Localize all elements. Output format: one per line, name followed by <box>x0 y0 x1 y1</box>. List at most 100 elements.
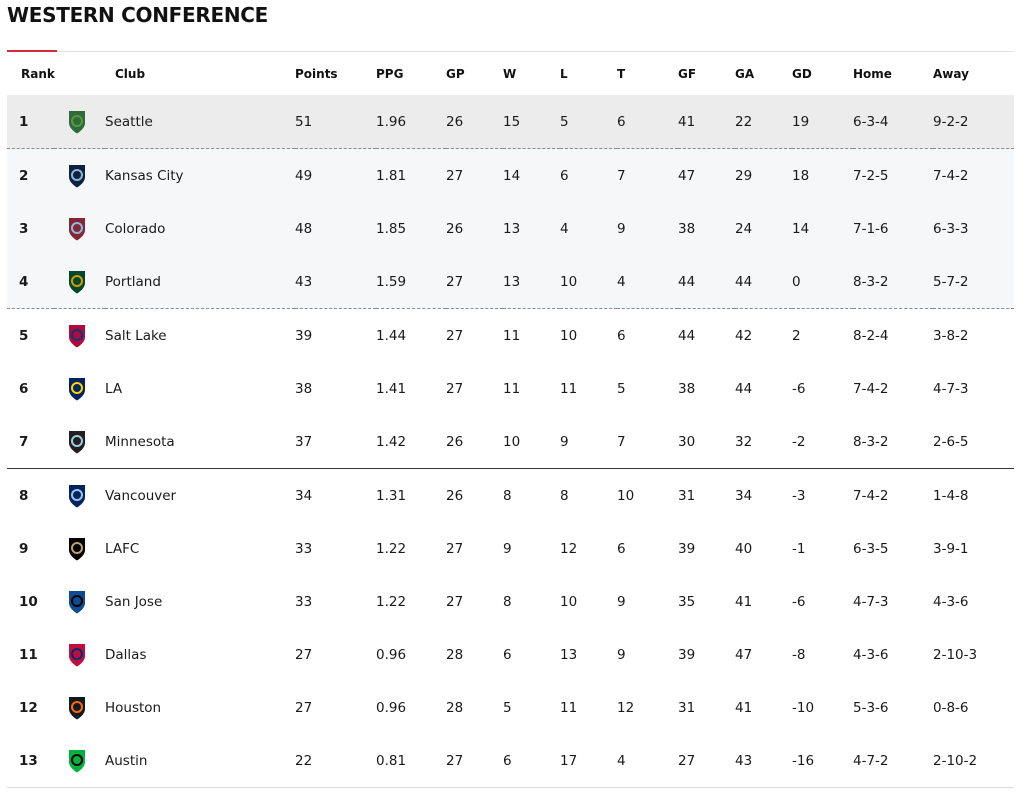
cell-w: 8 <box>503 487 512 504</box>
cell-gp: 26 <box>446 415 503 469</box>
club-name-link[interactable]: Minnesota <box>105 415 295 469</box>
col-header-gd[interactable]: GD <box>792 66 812 81</box>
cell-away: 6-3-3 <box>933 202 1014 255</box>
table-row[interactable]: 2 Kansas City 49 1.81 27 14 6 7 47 29 18 7-2-5 7-4-2 <box>7 148 1014 202</box>
club-name-link[interactable]: Houston <box>105 699 162 716</box>
cell-ga: 40 <box>735 540 753 557</box>
cell-t: 4 <box>617 734 678 788</box>
page-title: WESTERN CONFERENCE <box>7 3 269 27</box>
col-header-w[interactable]: W <box>503 66 517 81</box>
cell-l: 13 <box>560 646 578 663</box>
cell-gf: 41 <box>678 95 735 149</box>
club-name-link[interactable]: LAFC <box>105 540 140 557</box>
cell-rank: 13 <box>7 734 54 788</box>
cell-rank: 8 <box>19 487 29 504</box>
cell-gd: -10 <box>792 699 815 716</box>
cell-w: 6 <box>503 734 560 788</box>
club-name-link[interactable]: Portland <box>105 255 295 309</box>
table-row[interactable]: 6 LA 38 1.41 27 11 11 5 38 44 -6 7-4-2 4-7-3 <box>7 362 1014 415</box>
cell-gd: 18 <box>792 148 853 202</box>
standings-body: 1 Seattle 51 1.96 26 15 5 6 41 22 19 6-3-4 9-2-2 2 Kan… <box>7 95 1014 788</box>
col-header-club[interactable]: Club <box>115 66 146 81</box>
col-header-gp[interactable]: GP <box>446 66 465 81</box>
cell-rank: 7 <box>7 415 54 469</box>
cell-ga: 42 <box>735 327 753 344</box>
cell-l: 11 <box>560 380 578 397</box>
cell-w: 5 <box>503 699 512 716</box>
club-name-link[interactable]: Colorado <box>105 202 295 255</box>
col-header-gf[interactable]: GF <box>678 66 697 81</box>
table-row[interactable]: 4 Portland 43 1.59 27 13 10 4 44 44 0 8-3-2 5-7-2 <box>7 255 1014 309</box>
cell-ga: 22 <box>735 95 792 149</box>
club-name-link[interactable]: San Jose <box>105 593 163 610</box>
cell-ppg: 0.81 <box>376 734 446 788</box>
table-row[interactable]: 10 San Jose 33 1.22 27 8 10 9 35 41 -6 4-7-3 4-3-6 <box>7 575 1014 628</box>
cell-gf: 27 <box>678 734 735 788</box>
portland-timbers-logo-icon <box>69 270 85 293</box>
cell-logo <box>54 469 105 523</box>
cell-home: 8-2-4 <box>853 327 889 344</box>
sporting-kc-logo-icon <box>69 164 85 187</box>
club-name-link[interactable]: Kansas City <box>105 148 295 202</box>
cell-logo <box>54 415 105 469</box>
cell-points: 38 <box>295 380 313 397</box>
col-header-ppg[interactable]: PPG <box>376 66 404 81</box>
cell-gd: -8 <box>792 646 806 663</box>
cell-away: 3-9-1 <box>933 540 969 557</box>
club-name-link[interactable]: Vancouver <box>105 487 177 504</box>
table-row[interactable]: 8 Vancouver 34 1.31 26 8 8 10 31 34 -3 7-4-2 1-4-8 <box>7 469 1014 523</box>
cell-home: 7-2-5 <box>853 148 933 202</box>
cell-w: 10 <box>503 415 560 469</box>
cell-rank: 4 <box>7 255 54 309</box>
cell-w: 9 <box>503 540 512 557</box>
cell-gf: 31 <box>678 487 696 504</box>
header-row: Rank Club Points PPG GP W L T GF GA GD H… <box>7 52 1014 95</box>
table-row[interactable]: 12 Houston 27 0.96 28 5 11 12 31 41 -10 5-3-6 0-8-6 <box>7 681 1014 734</box>
cell-logo <box>54 734 105 788</box>
col-header-t[interactable]: T <box>617 66 626 81</box>
cell-ppg: 1.44 <box>376 327 407 344</box>
col-header-away[interactable]: Away <box>933 66 969 81</box>
cell-w: 6 <box>503 646 512 663</box>
cell-t: 9 <box>617 593 626 610</box>
cell-logo <box>54 95 105 149</box>
cell-ppg: 1.22 <box>376 540 407 557</box>
cell-t: 4 <box>617 255 678 309</box>
club-name-link[interactable]: LA <box>105 380 123 397</box>
club-name-link[interactable]: Seattle <box>105 95 295 149</box>
table-row[interactable]: 5 Salt Lake 39 1.44 27 11 10 6 44 42 2 8-2-4 3-8-2 <box>7 309 1014 363</box>
table-row[interactable]: 3 Colorado 48 1.85 26 13 4 9 38 24 14 7-1-6 6-3-3 <box>7 202 1014 255</box>
cell-ga: 44 <box>735 255 792 309</box>
table-row[interactable]: 13 Austin 22 0.81 27 6 17 4 27 43 -16 4-7-2 2-10-2 <box>7 734 1014 788</box>
table-row[interactable]: 1 Seattle 51 1.96 26 15 5 6 41 22 19 6-3-4 9-2-2 <box>7 95 1014 149</box>
cell-points: 39 <box>295 327 313 344</box>
cell-home: 7-4-2 <box>853 380 889 397</box>
cell-rank: 11 <box>19 646 38 663</box>
club-name-link[interactable]: Dallas <box>105 646 147 663</box>
col-header-l[interactable]: L <box>560 66 568 81</box>
cell-logo <box>54 255 105 309</box>
cell-t: 10 <box>617 487 635 504</box>
cell-gf: 35 <box>678 593 696 610</box>
cell-ga: 43 <box>735 734 792 788</box>
col-header-points[interactable]: Points <box>295 66 338 81</box>
cell-rank: 2 <box>7 148 54 202</box>
cell-gp: 27 <box>446 327 464 344</box>
cell-gf: 44 <box>678 327 696 344</box>
col-header-ga[interactable]: GA <box>735 66 755 81</box>
club-name-link[interactable]: Salt Lake <box>105 327 167 344</box>
club-name-link[interactable]: Austin <box>105 734 295 788</box>
table-row[interactable]: 9 LAFC 33 1.22 27 9 12 6 39 40 -1 6-3-5 3-9-1 <box>7 522 1014 575</box>
cell-w: 14 <box>503 148 560 202</box>
cell-points: 22 <box>295 734 376 788</box>
cell-points: 27 <box>295 699 313 716</box>
cell-t: 12 <box>617 699 635 716</box>
col-header-rank[interactable]: Rank <box>21 66 55 81</box>
table-row[interactable]: 7 Minnesota 37 1.42 26 10 9 7 30 32 -2 8-3-2 2-6-5 <box>7 415 1014 469</box>
cell-t: 5 <box>617 380 626 397</box>
table-row[interactable]: 11 Dallas 27 0.96 28 6 13 9 39 47 -8 4-3-6 2-10-3 <box>7 628 1014 681</box>
cell-gf: 44 <box>678 255 735 309</box>
cell-w: 15 <box>503 95 560 149</box>
cell-ppg: 0.96 <box>376 699 407 716</box>
col-header-home[interactable]: Home <box>853 66 892 81</box>
